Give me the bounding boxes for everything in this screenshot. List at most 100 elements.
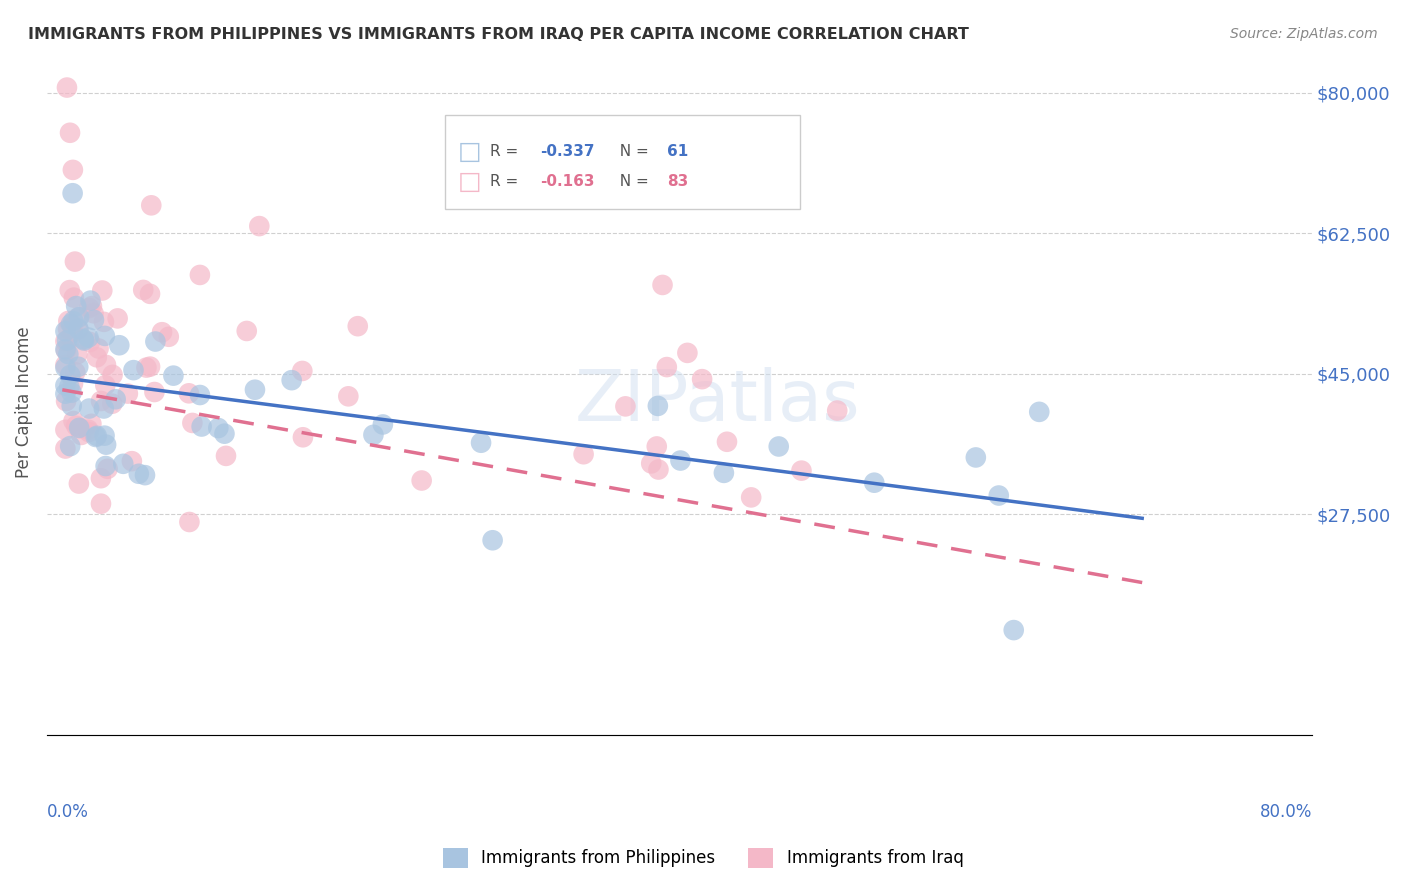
Immigrants from Iraq bbox=[101, 397, 124, 411]
Immigrants from Philippines bbox=[363, 427, 385, 442]
Immigrants from Iraq bbox=[235, 324, 257, 338]
Immigrants from Iraq bbox=[56, 322, 79, 336]
Immigrants from Philippines bbox=[713, 466, 735, 480]
Bar bbox=[446, 115, 800, 209]
Immigrants from Iraq bbox=[177, 386, 200, 401]
Immigrants from Philippines bbox=[67, 310, 90, 325]
Immigrants from Iraq bbox=[59, 126, 82, 140]
Text: □: □ bbox=[458, 169, 482, 194]
Immigrants from Iraq bbox=[62, 325, 84, 339]
Immigrants from Philippines bbox=[62, 186, 84, 201]
Immigrants from Iraq bbox=[77, 425, 100, 439]
Immigrants from Philippines bbox=[55, 386, 77, 401]
Immigrants from Philippines bbox=[190, 419, 212, 434]
Text: IMMIGRANTS FROM PHILIPPINES VS IMMIGRANTS FROM IRAQ PER CAPITA INCOME CORRELATIO: IMMIGRANTS FROM PHILIPPINES VS IMMIGRANT… bbox=[28, 27, 969, 42]
Immigrants from Philippines bbox=[65, 299, 87, 313]
Immigrants from Iraq bbox=[93, 315, 115, 329]
Immigrants from Iraq bbox=[337, 389, 360, 403]
Immigrants from Philippines bbox=[77, 330, 100, 344]
Immigrants from Philippines bbox=[79, 293, 101, 308]
Immigrants from Iraq bbox=[77, 423, 100, 437]
Immigrants from Iraq bbox=[55, 358, 77, 372]
Immigrants from Iraq bbox=[59, 331, 82, 345]
Immigrants from Iraq bbox=[67, 476, 90, 491]
Immigrants from Philippines bbox=[62, 314, 84, 328]
Immigrants from Philippines bbox=[93, 401, 115, 416]
Immigrants from Iraq bbox=[67, 310, 90, 325]
Immigrants from Philippines bbox=[55, 324, 77, 338]
Immigrants from Iraq bbox=[67, 323, 90, 337]
Immigrants from Iraq bbox=[655, 360, 678, 375]
Immigrants from Philippines bbox=[59, 317, 82, 331]
Immigrants from Iraq bbox=[790, 464, 813, 478]
Immigrants from Iraq bbox=[80, 299, 103, 313]
Immigrants from Philippines bbox=[58, 380, 80, 394]
Immigrants from Iraq bbox=[97, 462, 120, 476]
Y-axis label: Per Capita Income: Per Capita Income bbox=[15, 326, 32, 477]
Immigrants from Philippines bbox=[481, 533, 503, 548]
Immigrants from Philippines bbox=[55, 343, 77, 357]
Text: -0.163: -0.163 bbox=[540, 174, 595, 189]
Immigrants from Philippines bbox=[67, 359, 90, 374]
Text: 83: 83 bbox=[666, 174, 688, 189]
Immigrants from Iraq bbox=[640, 456, 662, 470]
Immigrants from Iraq bbox=[55, 394, 77, 409]
Immigrants from Iraq bbox=[411, 474, 433, 488]
Immigrants from Iraq bbox=[291, 364, 314, 378]
Text: 61: 61 bbox=[666, 145, 688, 160]
Immigrants from Iraq bbox=[135, 360, 157, 375]
Immigrants from Iraq bbox=[291, 430, 314, 444]
Immigrants from Iraq bbox=[65, 365, 87, 379]
Immigrants from Iraq bbox=[55, 343, 77, 358]
Immigrants from Iraq bbox=[94, 378, 117, 392]
Immigrants from Iraq bbox=[62, 376, 84, 391]
Immigrants from Philippines bbox=[84, 430, 107, 444]
Immigrants from Philippines bbox=[59, 368, 82, 382]
Immigrants from Iraq bbox=[572, 447, 595, 461]
Immigrants from Iraq bbox=[117, 386, 139, 401]
Immigrants from Philippines bbox=[104, 392, 127, 407]
Immigrants from Philippines bbox=[965, 450, 987, 465]
Immigrants from Philippines bbox=[93, 428, 115, 442]
Immigrants from Iraq bbox=[59, 283, 82, 297]
Immigrants from Philippines bbox=[513, 150, 536, 164]
Text: 80.0%: 80.0% bbox=[1260, 804, 1312, 822]
Text: R =: R = bbox=[489, 145, 523, 160]
Immigrants from Iraq bbox=[77, 301, 100, 315]
Immigrants from Iraq bbox=[55, 442, 77, 456]
Immigrants from Iraq bbox=[62, 162, 84, 177]
Immigrants from Iraq bbox=[247, 219, 270, 233]
Immigrants from Philippines bbox=[280, 373, 302, 387]
Immigrants from Iraq bbox=[63, 291, 86, 305]
Immigrants from Iraq bbox=[181, 416, 204, 430]
Immigrants from Iraq bbox=[139, 286, 162, 301]
Immigrants from Iraq bbox=[740, 491, 762, 505]
Immigrants from Iraq bbox=[121, 454, 143, 468]
Immigrants from Iraq bbox=[83, 306, 105, 320]
Immigrants from Philippines bbox=[162, 368, 184, 383]
Immigrants from Philippines bbox=[60, 385, 83, 400]
Immigrants from Iraq bbox=[60, 318, 83, 333]
Immigrants from Philippines bbox=[128, 467, 150, 481]
Immigrants from Iraq bbox=[62, 414, 84, 428]
Immigrants from Iraq bbox=[86, 351, 108, 365]
Immigrants from Philippines bbox=[83, 313, 105, 327]
Immigrants from Iraq bbox=[716, 434, 738, 449]
Immigrants from Iraq bbox=[157, 330, 180, 344]
Immigrants from Philippines bbox=[188, 388, 211, 402]
Immigrants from Philippines bbox=[94, 437, 117, 451]
Immigrants from Philippines bbox=[112, 457, 135, 471]
Immigrants from Iraq bbox=[107, 311, 129, 326]
Immigrants from Philippines bbox=[59, 439, 82, 453]
Immigrants from Philippines bbox=[67, 322, 90, 336]
Immigrants from Philippines bbox=[1002, 623, 1025, 637]
Immigrants from Iraq bbox=[90, 394, 112, 409]
Immigrants from Philippines bbox=[67, 421, 90, 435]
Immigrants from Philippines bbox=[768, 440, 790, 454]
Immigrants from Iraq bbox=[69, 421, 91, 435]
Immigrants from Philippines bbox=[647, 399, 669, 413]
Immigrants from Iraq bbox=[645, 439, 668, 453]
Immigrants from Iraq bbox=[94, 358, 117, 372]
Text: N =: N = bbox=[610, 145, 654, 160]
Immigrants from Philippines bbox=[863, 475, 886, 490]
